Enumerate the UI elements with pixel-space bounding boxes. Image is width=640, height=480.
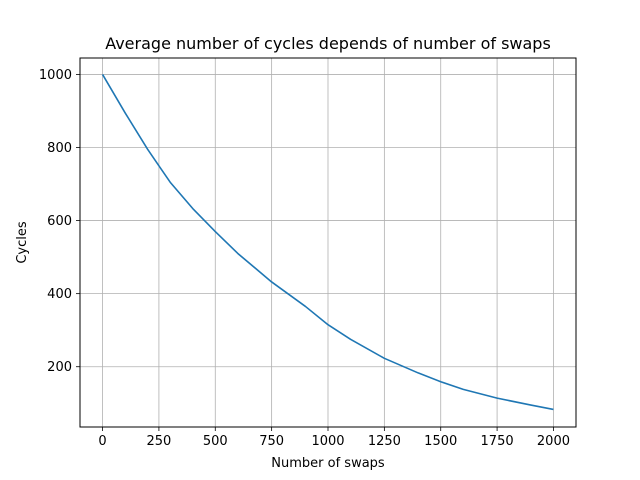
y-axis-title: Cycles (15, 221, 30, 264)
y-tick-label: 400 (47, 287, 72, 302)
x-tick-label: 750 (259, 434, 284, 449)
x-tick-label: 1250 (368, 434, 401, 449)
y-tick-label: 1000 (39, 68, 72, 83)
x-axis-title: Number of swaps (271, 456, 385, 471)
series-line (101, 74, 554, 411)
y-tick-label: 800 (47, 141, 72, 156)
x-tick-label: 1500 (424, 434, 457, 449)
x-tick-label: 1000 (311, 434, 344, 449)
data-series (101, 74, 554, 411)
x-tick-label: 2000 (537, 434, 570, 449)
y-tick-label: 200 (47, 360, 72, 375)
axis-ticks: 0 250 500 750 1000 1250 1500 1750 2000 200 400 600 8… (39, 68, 570, 449)
x-tick-label: 500 (203, 434, 228, 449)
y-tick-label: 600 (47, 214, 72, 229)
chart-title: Average number of cycles depends of numb… (105, 34, 551, 53)
x-tick-label: 1750 (481, 434, 514, 449)
grid-lines (80, 58, 576, 427)
x-tick-label: 0 (98, 434, 106, 449)
x-tick-label: 250 (146, 434, 171, 449)
